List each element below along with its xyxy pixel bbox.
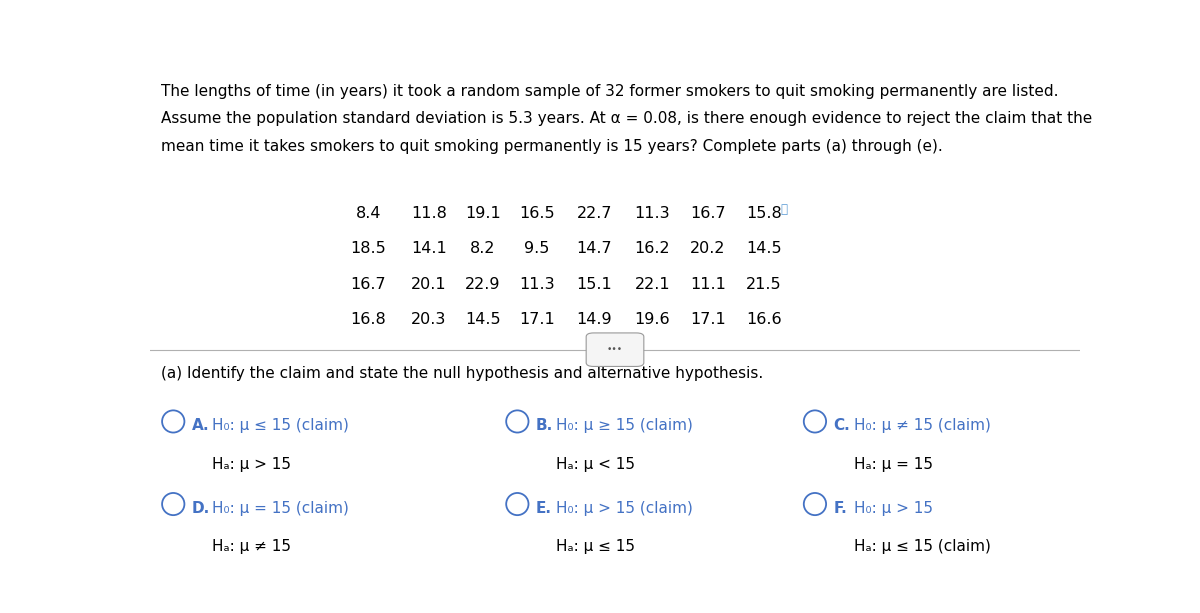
Ellipse shape bbox=[506, 493, 528, 515]
Text: A.: A. bbox=[192, 418, 210, 433]
Text: 17.1: 17.1 bbox=[520, 312, 554, 327]
Text: 20.2: 20.2 bbox=[690, 241, 726, 256]
Text: 16.8: 16.8 bbox=[350, 312, 386, 327]
Text: 8.2: 8.2 bbox=[470, 241, 496, 256]
Text: Hₐ: μ > 15: Hₐ: μ > 15 bbox=[212, 457, 292, 472]
Text: 8.4: 8.4 bbox=[355, 206, 382, 221]
Text: D.: D. bbox=[192, 501, 210, 516]
Text: 14.9: 14.9 bbox=[577, 312, 612, 327]
Text: H₀: μ ≠ 15 (claim): H₀: μ ≠ 15 (claim) bbox=[854, 418, 991, 433]
Text: 14.5: 14.5 bbox=[746, 241, 781, 256]
Text: Hₐ: μ < 15: Hₐ: μ < 15 bbox=[557, 457, 636, 472]
Text: B.: B. bbox=[536, 418, 553, 433]
Text: H₀: μ ≥ 15 (claim): H₀: μ ≥ 15 (claim) bbox=[557, 418, 694, 433]
FancyBboxPatch shape bbox=[586, 333, 644, 367]
Text: Assume the population standard deviation is 5.3 years. At α = 0.08, is there eno: Assume the population standard deviation… bbox=[161, 112, 1092, 126]
Text: 16.6: 16.6 bbox=[746, 312, 781, 327]
Text: 22.9: 22.9 bbox=[466, 276, 500, 292]
Text: 18.5: 18.5 bbox=[350, 241, 386, 256]
Text: 20.1: 20.1 bbox=[412, 276, 446, 292]
Ellipse shape bbox=[162, 493, 185, 515]
Text: C.: C. bbox=[834, 418, 851, 433]
Text: 14.7: 14.7 bbox=[577, 241, 612, 256]
Text: 15.1: 15.1 bbox=[577, 276, 612, 292]
Text: 14.5: 14.5 bbox=[466, 312, 500, 327]
Text: 11.3: 11.3 bbox=[635, 206, 670, 221]
Text: mean time it takes smokers to quit smoking permanently is 15 years? Complete par: mean time it takes smokers to quit smoki… bbox=[161, 139, 943, 154]
Text: 17.1: 17.1 bbox=[690, 312, 726, 327]
Text: 16.7: 16.7 bbox=[350, 276, 386, 292]
Text: 21.5: 21.5 bbox=[746, 276, 781, 292]
Text: 22.7: 22.7 bbox=[577, 206, 612, 221]
Text: H₀: μ > 15: H₀: μ > 15 bbox=[854, 501, 934, 516]
Text: 14.1: 14.1 bbox=[412, 241, 446, 256]
Text: H₀: μ = 15 (claim): H₀: μ = 15 (claim) bbox=[212, 501, 349, 516]
Text: ⧉: ⧉ bbox=[781, 204, 787, 216]
Text: 15.8: 15.8 bbox=[746, 206, 781, 221]
Text: 11.3: 11.3 bbox=[520, 276, 554, 292]
Text: Hₐ: μ ≠ 15: Hₐ: μ ≠ 15 bbox=[212, 539, 292, 554]
Text: Hₐ: μ ≤ 15: Hₐ: μ ≤ 15 bbox=[557, 539, 636, 554]
Text: 16.7: 16.7 bbox=[690, 206, 726, 221]
Text: Hₐ: μ = 15: Hₐ: μ = 15 bbox=[854, 457, 934, 472]
Text: 16.2: 16.2 bbox=[635, 241, 670, 256]
Text: H₀: μ > 15 (claim): H₀: μ > 15 (claim) bbox=[557, 501, 694, 516]
Text: The lengths of time (in years) it took a random sample of 32 former smokers to q: The lengths of time (in years) it took a… bbox=[161, 84, 1058, 99]
Text: 11.8: 11.8 bbox=[412, 206, 446, 221]
Text: (a) Identify the claim and state the null hypothesis and alternative hypothesis.: (a) Identify the claim and state the nul… bbox=[161, 366, 763, 381]
Ellipse shape bbox=[506, 410, 528, 433]
Text: 20.3: 20.3 bbox=[412, 312, 446, 327]
Text: 22.1: 22.1 bbox=[635, 276, 670, 292]
Text: Hₐ: μ ≤ 15 (claim): Hₐ: μ ≤ 15 (claim) bbox=[854, 539, 991, 554]
Text: 19.6: 19.6 bbox=[635, 312, 670, 327]
Ellipse shape bbox=[804, 410, 826, 433]
Text: •••: ••• bbox=[607, 345, 623, 354]
Text: 9.5: 9.5 bbox=[524, 241, 550, 256]
Text: F.: F. bbox=[834, 501, 847, 516]
Text: 16.5: 16.5 bbox=[520, 206, 554, 221]
Ellipse shape bbox=[162, 410, 185, 433]
Text: 11.1: 11.1 bbox=[690, 276, 726, 292]
Text: E.: E. bbox=[536, 501, 552, 516]
Text: 19.1: 19.1 bbox=[466, 206, 500, 221]
Text: H₀: μ ≤ 15 (claim): H₀: μ ≤ 15 (claim) bbox=[212, 418, 349, 433]
Ellipse shape bbox=[804, 493, 826, 515]
